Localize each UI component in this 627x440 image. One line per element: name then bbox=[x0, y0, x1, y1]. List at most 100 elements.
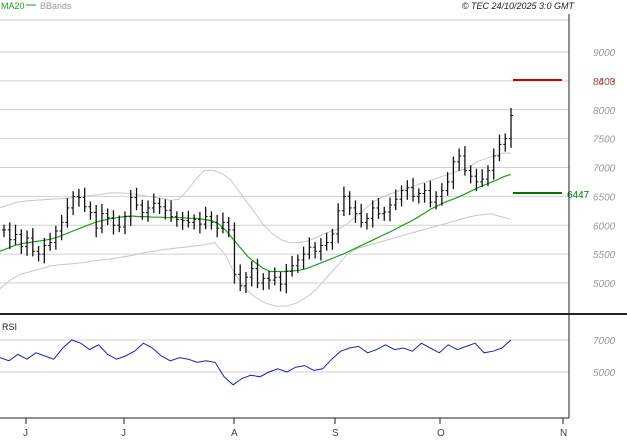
ohlc-bar bbox=[226, 217, 231, 238]
ohlc-bar bbox=[434, 191, 439, 210]
ohlc-bar bbox=[509, 108, 513, 148]
ma20-line bbox=[0, 173, 512, 273]
ohlc-bar bbox=[36, 246, 41, 262]
ohlc-bar bbox=[117, 215, 122, 233]
time-tick-label: A bbox=[231, 428, 238, 439]
support-label: 6447 bbox=[567, 190, 590, 201]
resistance-label: 8403 bbox=[593, 77, 616, 88]
ohlc-bar bbox=[180, 211, 185, 230]
ohlc-bar bbox=[146, 200, 151, 222]
ohlc-bar bbox=[353, 200, 358, 223]
ohlc-bar bbox=[295, 254, 300, 273]
price-tick-labels: 9000 8500 8000 7500 7000 6500 6000 5500 5000 bbox=[593, 48, 616, 290]
ohlc-bar bbox=[94, 205, 99, 238]
ohlc-bar bbox=[359, 203, 364, 228]
ohlc-bar bbox=[405, 180, 410, 200]
ohlc-bar bbox=[272, 267, 277, 286]
ohlc-bar bbox=[491, 148, 496, 180]
ohlc-bar bbox=[307, 237, 312, 260]
ohlc-bar bbox=[209, 211, 214, 230]
ohlc-bar bbox=[140, 199, 145, 220]
price-tick-label: 6500 bbox=[593, 192, 616, 203]
price-tick-label: 8500 bbox=[593, 77, 616, 88]
ohlc-bar bbox=[439, 183, 444, 206]
ohlc-bar bbox=[267, 270, 272, 290]
ohlc-bar bbox=[30, 228, 35, 257]
ohlc-bar bbox=[497, 134, 502, 162]
ohlc-bar bbox=[71, 191, 76, 216]
ohlc-bar bbox=[364, 213, 369, 230]
ohlc-bar bbox=[411, 177, 416, 202]
ohlc-bar bbox=[255, 258, 260, 289]
ohlc-bar bbox=[19, 229, 24, 254]
ma20-line bbox=[0, 173, 512, 273]
ohlc-bar bbox=[388, 197, 393, 222]
ohlc-bar bbox=[336, 203, 341, 244]
ohlc-bar bbox=[301, 246, 306, 270]
time-tick-label: N bbox=[560, 428, 567, 439]
ohlc-bar bbox=[341, 186, 346, 217]
ohlc-bar bbox=[48, 232, 53, 251]
ohlc-bar bbox=[203, 206, 208, 230]
ohlc-bar bbox=[457, 148, 462, 171]
ohlc-bar bbox=[376, 198, 381, 219]
ohlc-bar bbox=[318, 237, 323, 261]
price-tick-label: 7500 bbox=[593, 135, 616, 146]
ohlc-bar bbox=[122, 211, 127, 235]
ohlc-bar bbox=[290, 255, 295, 277]
bbands-legend: BBands bbox=[40, 1, 72, 11]
ohlc-bar bbox=[82, 187, 87, 212]
ohlc-bar bbox=[186, 210, 191, 228]
ohlc-bar bbox=[174, 211, 179, 227]
ohlc-bar bbox=[243, 272, 248, 294]
ohlc-bar bbox=[451, 156, 456, 190]
price-tick-label: 5000 bbox=[593, 279, 616, 290]
time-tick-label: S bbox=[332, 428, 339, 439]
ohlc-bar bbox=[157, 198, 162, 214]
rsi-label: RSI bbox=[2, 322, 17, 332]
ohlc-bar bbox=[232, 222, 237, 284]
ohlc-bar bbox=[261, 273, 266, 291]
rsi-tick-label: 5000 bbox=[593, 368, 616, 379]
ohlc-bar bbox=[169, 200, 174, 222]
ohlc-bar bbox=[59, 214, 64, 241]
ohlc-bar bbox=[53, 225, 58, 250]
ohlc-bar bbox=[503, 133, 508, 152]
price-tick-label: 7000 bbox=[593, 164, 616, 175]
price-tick-label: 6000 bbox=[593, 221, 616, 232]
ohlc-bar bbox=[76, 188, 81, 207]
ohlc-bar bbox=[422, 183, 427, 203]
rsi-line bbox=[0, 339, 512, 386]
ohlc-bar bbox=[399, 185, 404, 207]
ohlc-bars bbox=[2, 108, 513, 294]
ohlc-bar bbox=[2, 224, 6, 238]
ohlc-bar bbox=[284, 263, 289, 294]
ohlc-bar bbox=[88, 201, 93, 220]
ohlc-bar bbox=[428, 180, 433, 208]
ohlc-bar bbox=[468, 165, 473, 184]
time-tick-label: J bbox=[23, 428, 28, 439]
grid bbox=[0, 19, 569, 373]
time-tick-label: O bbox=[437, 428, 445, 439]
ohlc-bar bbox=[370, 200, 375, 228]
ohlc-bar bbox=[215, 214, 220, 238]
rsi-tick-label: 7000 bbox=[593, 336, 616, 347]
bband-lower bbox=[0, 213, 512, 307]
ohlc-bar bbox=[105, 208, 110, 225]
ohlc-bar bbox=[485, 165, 490, 187]
ohlc-bar bbox=[445, 172, 450, 196]
rsi-tick-labels: 7000 5000 bbox=[593, 336, 616, 379]
ohlc-bar bbox=[278, 272, 283, 292]
ohlc-bar bbox=[474, 168, 479, 192]
ohlc-bar bbox=[13, 224, 18, 245]
ohlc-bar bbox=[65, 198, 70, 228]
ohlc-bar bbox=[220, 212, 225, 234]
copyright-text: © TEC 24/10/2025 3:0 GMT bbox=[462, 1, 576, 11]
ohlc-bar bbox=[324, 232, 329, 251]
ohlc-bar bbox=[313, 241, 318, 259]
ohlc-bar bbox=[416, 188, 421, 204]
ohlc-bar bbox=[111, 210, 116, 235]
